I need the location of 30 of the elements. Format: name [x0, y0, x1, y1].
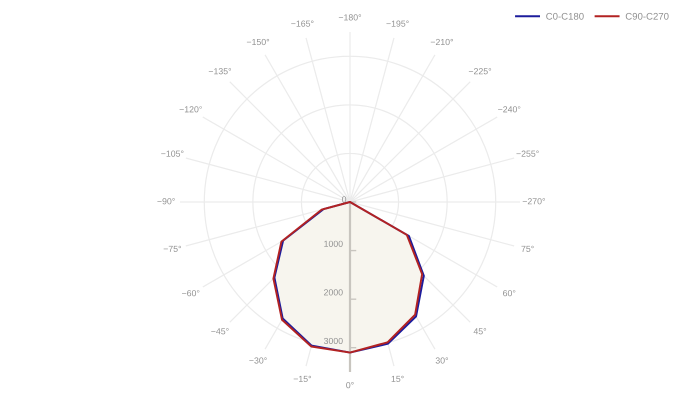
legend-label: C0-C180	[546, 12, 584, 20]
spoke-label: −165°	[291, 20, 314, 27]
spoke-label: −30°	[249, 357, 267, 364]
spoke-label: 60°	[503, 290, 516, 296]
spoke-label: −45°	[211, 328, 229, 334]
spoke-label: −15°	[294, 376, 312, 382]
spoke-label: −180°	[338, 14, 362, 20]
spoke-label: −90°	[157, 198, 175, 204]
spoke-label: 75°	[521, 246, 534, 252]
spoke-label: −60°	[182, 290, 200, 296]
spoke-label: −240°	[498, 106, 520, 112]
spoke-label: −270°	[522, 198, 545, 204]
spoke-label: −135°	[208, 68, 232, 74]
spoke-label: 0°	[346, 382, 354, 388]
spoke-label: 15°	[392, 376, 404, 382]
spoke-label: −75°	[164, 246, 182, 252]
spoke-label: 45°	[474, 328, 486, 334]
y-tick-label: 0	[342, 196, 346, 202]
spoke-label: 30°	[436, 357, 448, 364]
y-tick-label: 3000	[324, 338, 343, 344]
spoke-label: −210°	[430, 38, 454, 46]
spoke-label: −195°	[386, 20, 409, 27]
spoke-label: −150°	[246, 38, 270, 46]
spoke-label: −255°	[516, 150, 539, 157]
y-tick-label: 2000	[324, 289, 343, 296]
spoke-label: −225°	[468, 68, 492, 74]
spoke-label: −105°	[161, 150, 184, 157]
y-tick-label: 1000	[324, 240, 343, 247]
spoke-label: −120°	[180, 106, 202, 112]
legend-label: C90-C270	[626, 12, 669, 20]
